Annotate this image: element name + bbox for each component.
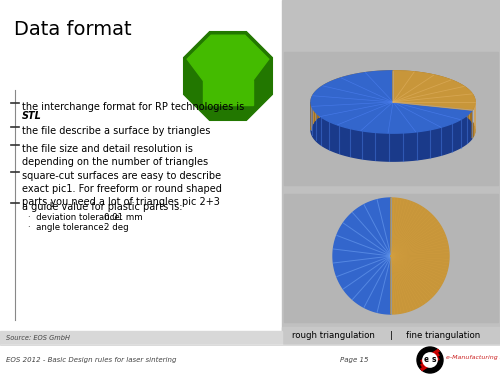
- Text: Data format: Data format: [14, 20, 132, 39]
- Bar: [284, 194, 498, 322]
- Text: Source: EOS GmbH: Source: EOS GmbH: [6, 335, 70, 341]
- Text: the file size and detail resolution is
depending on the number of triangles: the file size and detail resolution is d…: [22, 144, 208, 167]
- Text: s: s: [432, 355, 436, 364]
- Text: a guide value for plastic parts is:: a guide value for plastic parts is:: [22, 202, 182, 212]
- Polygon shape: [187, 35, 269, 80]
- Text: square-cut surfaces are easy to describe
exact pic1. For freeform or round shape: square-cut surfaces are easy to describe…: [22, 171, 222, 207]
- Polygon shape: [311, 102, 472, 161]
- Text: |: |: [390, 332, 392, 340]
- Circle shape: [423, 353, 437, 367]
- Text: e: e: [424, 355, 429, 364]
- Text: e-Manufacturing Solutions: e-Manufacturing Solutions: [446, 354, 500, 360]
- Text: ·  deviation tolerance:: · deviation tolerance:: [28, 213, 122, 222]
- Bar: [0, 345, 500, 375]
- Text: the interchange format for RP technologies is: the interchange format for RP technologi…: [22, 102, 244, 112]
- Text: ·  angle tolerance:: · angle tolerance:: [28, 223, 106, 232]
- Text: rough triangulation: rough triangulation: [292, 332, 375, 340]
- Circle shape: [417, 347, 443, 373]
- Polygon shape: [311, 71, 472, 133]
- Polygon shape: [393, 71, 475, 110]
- Bar: [282, 327, 500, 345]
- Text: STL: STL: [22, 111, 42, 121]
- Polygon shape: [184, 32, 272, 120]
- Polygon shape: [203, 80, 253, 105]
- Text: EOS 2012 - Basic Design rules for laser sintering: EOS 2012 - Basic Design rules for laser …: [6, 357, 176, 363]
- Text: Page 15: Page 15: [340, 357, 368, 363]
- Text: the file describe a surface by triangles: the file describe a surface by triangles: [22, 126, 210, 136]
- Polygon shape: [311, 71, 475, 138]
- Bar: [282, 0, 500, 340]
- Bar: [284, 52, 498, 185]
- Text: o: o: [428, 355, 432, 364]
- Text: 0.01 mm: 0.01 mm: [104, 213, 142, 222]
- Text: fine triangulation: fine triangulation: [406, 332, 480, 340]
- Polygon shape: [333, 198, 391, 314]
- Polygon shape: [391, 198, 449, 314]
- Bar: [0, 331, 282, 345]
- Text: 2 deg: 2 deg: [104, 223, 128, 232]
